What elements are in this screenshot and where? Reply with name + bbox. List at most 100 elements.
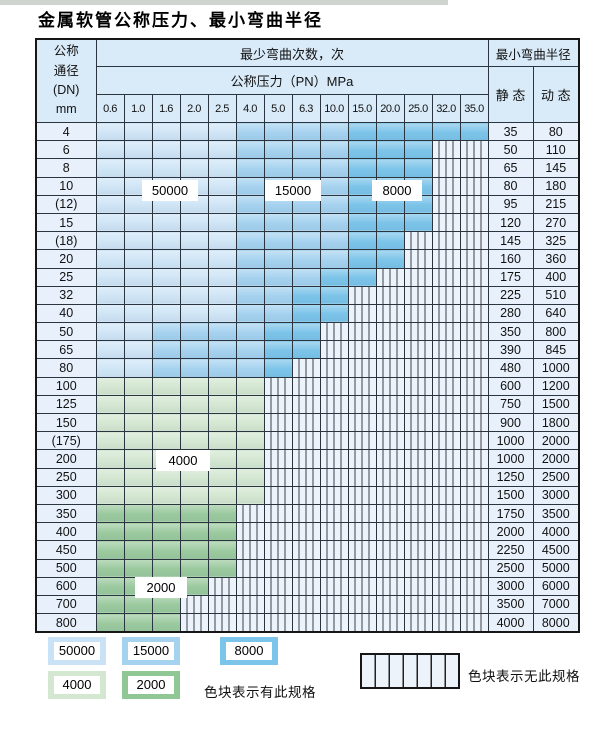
spec-cell: [179, 503, 209, 524]
dn-row-150: 150 900 1800: [35, 412, 580, 433]
spec-cell: [263, 121, 293, 142]
no-spec-cell: [459, 449, 489, 469]
spec-cell: [207, 412, 237, 433]
spec-cell: [151, 540, 181, 560]
spec-cell: [95, 431, 125, 451]
static-radius-value: 1750: [487, 503, 534, 524]
spec-cell: [151, 231, 181, 251]
header-row-1: 公称 通径 (DN) mm 最少弯曲次数，次 最小弯曲半径: [35, 38, 580, 123]
dn-value: 700: [35, 594, 97, 615]
bend-count-header: 最少弯曲次数，次: [95, 38, 489, 67]
no-spec-cell: [347, 467, 377, 487]
dn-value: 250: [35, 467, 97, 487]
static-radius-value: 750: [487, 394, 534, 415]
no-spec-cell: [375, 376, 405, 396]
spec-cell: [123, 249, 153, 269]
no-spec-cell: [235, 522, 265, 542]
no-spec-cell: [347, 358, 377, 378]
legend-swatch-label: 2000: [128, 676, 174, 694]
no-spec-cell: [263, 431, 293, 451]
no-spec-cell: [319, 376, 349, 396]
no-spec-cell: [347, 340, 377, 360]
static-radius-value: 1000: [487, 431, 534, 451]
spec-cell: [207, 212, 237, 233]
spec-cell: [207, 303, 237, 324]
dynamic-radius-value: 270: [532, 212, 580, 233]
spec-cell: [319, 303, 349, 324]
pressure-col-32.0: 32.0: [431, 94, 461, 123]
no-spec-cell: [403, 322, 433, 342]
no-spec-cell: [459, 394, 489, 415]
no-spec-cell: [347, 485, 377, 505]
no-spec-cell: [291, 358, 321, 378]
no-spec-cell: [459, 140, 489, 160]
no-spec-cell: [291, 376, 321, 396]
dynamic-radius-value: 145: [532, 158, 580, 178]
dynamic-radius-value: 4500: [532, 540, 580, 560]
spec-cell: [319, 140, 349, 160]
dynamic-radius-value: 1200: [532, 376, 580, 396]
spec-cell: [431, 121, 461, 142]
dynamic-radius-value: 2000: [532, 431, 580, 451]
no-spec-cell: [459, 303, 489, 324]
spec-cell: [123, 231, 153, 251]
no-spec-cell: [459, 467, 489, 487]
dn-value: 15: [35, 212, 97, 233]
no-spec-cell: [403, 412, 433, 433]
dn-value: 100: [35, 376, 97, 396]
dn-value: (175): [35, 431, 97, 451]
no-spec-cell: [347, 431, 377, 451]
no-spec-cell: [431, 212, 461, 233]
spec-cell: [235, 449, 265, 469]
no-spec-cell: [431, 412, 461, 433]
spec-cell: [151, 285, 181, 305]
no-spec-cell: [431, 467, 461, 487]
spec-cell: [319, 285, 349, 305]
spec-cell: [151, 503, 181, 524]
no-spec-cell: [431, 140, 461, 160]
spec-cell: [347, 249, 377, 269]
spec-cell: [95, 303, 125, 324]
spec-cell: [263, 267, 293, 287]
spec-cell: [179, 267, 209, 287]
spec-cell: [179, 394, 209, 415]
dn-row-15: 15 120 270: [35, 212, 580, 233]
static-radius-value: 160: [487, 249, 534, 269]
dn-row-500: 500 2500 5000: [35, 558, 580, 578]
no-spec-cell: [403, 522, 433, 542]
spec-cell: [151, 485, 181, 505]
no-spec-cell: [347, 376, 377, 396]
spec-cell: [207, 322, 237, 342]
no-spec-cell: [375, 485, 405, 505]
no-spec-cell: [291, 576, 321, 596]
no-spec-cell: [263, 558, 293, 578]
spec-cell: [151, 558, 181, 578]
no-spec-cell: [403, 485, 433, 505]
no-spec-cell: [403, 467, 433, 487]
no-spec-cell: [431, 340, 461, 360]
spec-cell: [459, 121, 489, 142]
pressure-col-2.5: 2.5: [207, 94, 237, 123]
pressure-col-1.0: 1.0: [123, 94, 153, 123]
dn-value: 4: [35, 121, 97, 142]
static-radius-value: 350: [487, 322, 534, 342]
dynamic-radius-value: 3000: [532, 485, 580, 505]
spec-cell: [179, 376, 209, 396]
no-spec-cell: [319, 558, 349, 578]
no-spec-cell: [235, 594, 265, 615]
static-radius-value: 145: [487, 231, 534, 251]
dn-value: 6: [35, 140, 97, 160]
spec-cell: [123, 412, 153, 433]
pressure-col-10.0: 10.0: [319, 94, 349, 123]
no-spec-cell: [403, 285, 433, 305]
static-radius-value: 600: [487, 376, 534, 396]
spec-cell: [95, 376, 125, 396]
spec-cell: [179, 431, 209, 451]
spec-cell: [235, 249, 265, 269]
dn-value: 150: [35, 412, 97, 433]
spec-cell: [123, 613, 153, 633]
spec-cell: [235, 485, 265, 505]
spec-cell: [375, 231, 405, 251]
static-header: 静 态: [487, 66, 534, 123]
spec-cell: [95, 576, 125, 596]
